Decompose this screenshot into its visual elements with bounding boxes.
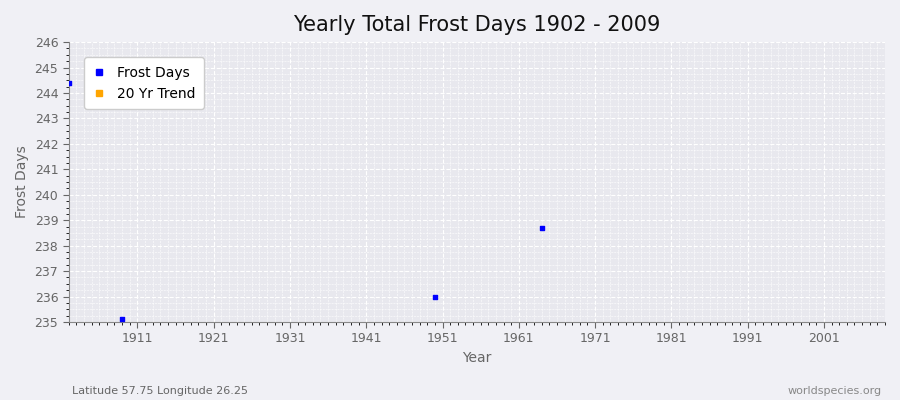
Point	[61, 80, 76, 86]
Point	[115, 316, 130, 323]
Point	[535, 225, 549, 231]
Y-axis label: Frost Days: Frost Days	[15, 146, 29, 218]
Text: Latitude 57.75 Longitude 26.25: Latitude 57.75 Longitude 26.25	[72, 386, 248, 396]
X-axis label: Year: Year	[463, 351, 491, 365]
Point	[428, 293, 442, 300]
Legend: Frost Days, 20 Yr Trend: Frost Days, 20 Yr Trend	[84, 58, 204, 109]
Text: worldspecies.org: worldspecies.org	[788, 386, 882, 396]
Title: Yearly Total Frost Days 1902 - 2009: Yearly Total Frost Days 1902 - 2009	[293, 15, 661, 35]
